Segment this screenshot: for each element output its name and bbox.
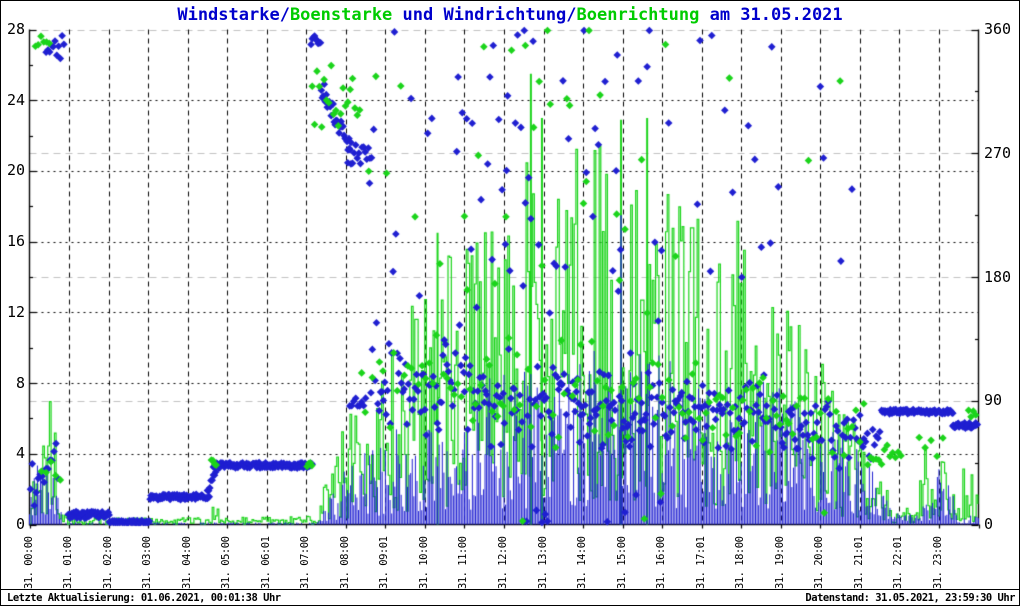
last-update-text: Letzte Aktualisierung: 01.06.2021, 00:01… — [7, 592, 281, 604]
y-right-tick-360: 360 — [984, 20, 1012, 38]
y-right-tick-270: 270 — [984, 143, 1012, 162]
x-tick-20: 31. 20:00 — [813, 536, 826, 589]
x-tick-21: 31. 21:01 — [852, 536, 865, 589]
x-tick-22: 31. 22:01 — [892, 536, 905, 589]
y-right-tick-90: 90 — [984, 391, 1003, 410]
status-bar: Letzte Aktualisierung: 01.06.2021, 00:01… — [1, 589, 1019, 605]
x-tick-12: 31. 12:00 — [497, 536, 509, 589]
x-tick-19: 31. 19:00 — [773, 536, 786, 589]
x-tick-17: 31. 17:01 — [694, 536, 707, 589]
x-tick-10: 31. 10:00 — [417, 536, 430, 589]
x-tick-9: 31. 09:01 — [378, 536, 391, 589]
x-tick-18: 31. 18:00 — [734, 536, 747, 589]
x-tick-0: 31. 00:00 — [22, 536, 35, 589]
x-tick-6: 31. 06:01 — [259, 536, 272, 589]
x-tick-1: 31. 01:00 — [62, 536, 75, 589]
x-tick-7: 31. 07:00 — [299, 536, 312, 589]
y-right-tick-0: 0 — [984, 515, 994, 533]
y-left-tick-24: 24 — [6, 90, 25, 109]
wind-chart-canvas — [1, 1, 1019, 589]
y-left-tick-4: 4 — [15, 444, 25, 463]
y-left-tick-28: 28 — [6, 20, 25, 38]
x-tick-2: 31. 02:00 — [101, 536, 114, 589]
y-left-tick-12: 12 — [6, 302, 25, 321]
y-right-tick-180: 180 — [984, 267, 1012, 286]
x-tick-14: 31. 14:00 — [576, 536, 589, 589]
x-tick-4: 31. 04:00 — [180, 536, 193, 589]
y-left-tick-16: 16 — [6, 232, 25, 251]
x-tick-16: 31. 16:00 — [655, 536, 668, 589]
x-tick-3: 31. 03:00 — [141, 536, 154, 589]
y-left-tick-20: 20 — [6, 161, 25, 180]
y-left-tick-0: 0 — [15, 515, 25, 533]
x-tick-11: 31. 11:00 — [457, 536, 470, 589]
data-state-text: Datenstand: 31.05.2021, 23:59:30 Uhr — [805, 592, 1015, 604]
x-tick-5: 31. 05:00 — [220, 536, 233, 589]
x-tick-15: 31. 15:00 — [615, 536, 628, 589]
y-left-tick-8: 8 — [15, 373, 25, 392]
x-tick-13: 31. 13:00 — [536, 536, 549, 589]
x-tick-8: 31. 08:00 — [338, 536, 351, 589]
x-tick-23: 31. 23:00 — [931, 536, 944, 589]
